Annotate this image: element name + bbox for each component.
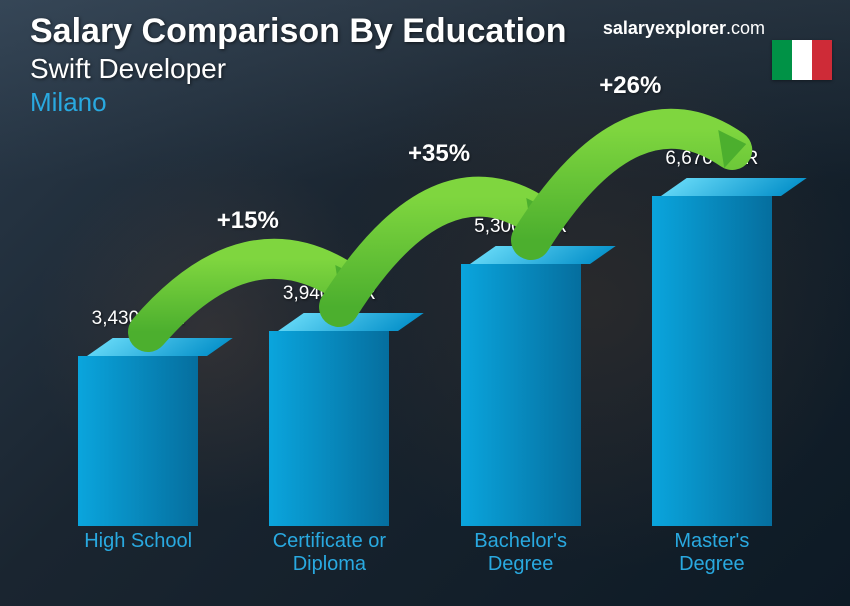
bar-top-face — [661, 178, 807, 196]
bar-value-label: 3,430 EUR — [92, 308, 185, 330]
bar-group: 5,300 EUR — [443, 216, 599, 526]
flag-stripe-2 — [792, 40, 812, 80]
bar-3d — [652, 178, 772, 526]
bars-area: 3,430 EUR 3,940 EUR 5,300 EUR 6,670 EUR — [60, 140, 790, 526]
flag-stripe-1 — [772, 40, 792, 80]
bar-front-face — [269, 331, 389, 526]
bar-chart: 3,430 EUR 3,940 EUR 5,300 EUR 6,670 EUR Hig… — [60, 140, 790, 576]
site-brand: salaryexplorer.com — [603, 18, 765, 39]
x-axis-label: High School — [60, 530, 216, 576]
bar-front-face — [461, 264, 581, 526]
bar-3d — [461, 246, 581, 526]
bar-value-label: 5,300 EUR — [474, 216, 567, 238]
bar-group: 3,430 EUR — [60, 308, 216, 526]
bar-value-label: 6,670 EUR — [665, 148, 758, 170]
site-brand-name: salaryexplorer — [603, 18, 726, 38]
x-axis-label: Master'sDegree — [634, 530, 790, 576]
location: Milano — [30, 87, 820, 118]
percent-increase-badge: +15% — [217, 207, 279, 235]
x-axis-label: Bachelor'sDegree — [443, 530, 599, 576]
bar-3d — [78, 338, 198, 526]
chart-container: Salary Comparison By Education Swift Dev… — [0, 0, 850, 606]
bar-top-face — [278, 313, 424, 331]
flag-stripe-3 — [812, 40, 832, 80]
bar-front-face — [78, 356, 198, 526]
bar-group: 6,670 EUR — [634, 148, 790, 526]
bar-top-face — [87, 338, 233, 356]
job-title: Swift Developer — [30, 53, 820, 85]
bar-front-face — [652, 196, 772, 526]
x-axis-label: Certificate orDiploma — [251, 530, 407, 576]
x-axis-labels: High School Certificate orDiploma Bachelor… — [60, 530, 790, 576]
bar-group: 3,940 EUR — [251, 283, 407, 526]
bar-top-face — [470, 246, 616, 264]
flag-italy-icon — [772, 40, 832, 80]
site-brand-tld: .com — [726, 18, 765, 38]
bar-value-label: 3,940 EUR — [283, 283, 376, 305]
percent-increase-badge: +35% — [408, 140, 470, 168]
percent-increase-badge: +26% — [599, 72, 661, 100]
bar-3d — [269, 313, 389, 526]
